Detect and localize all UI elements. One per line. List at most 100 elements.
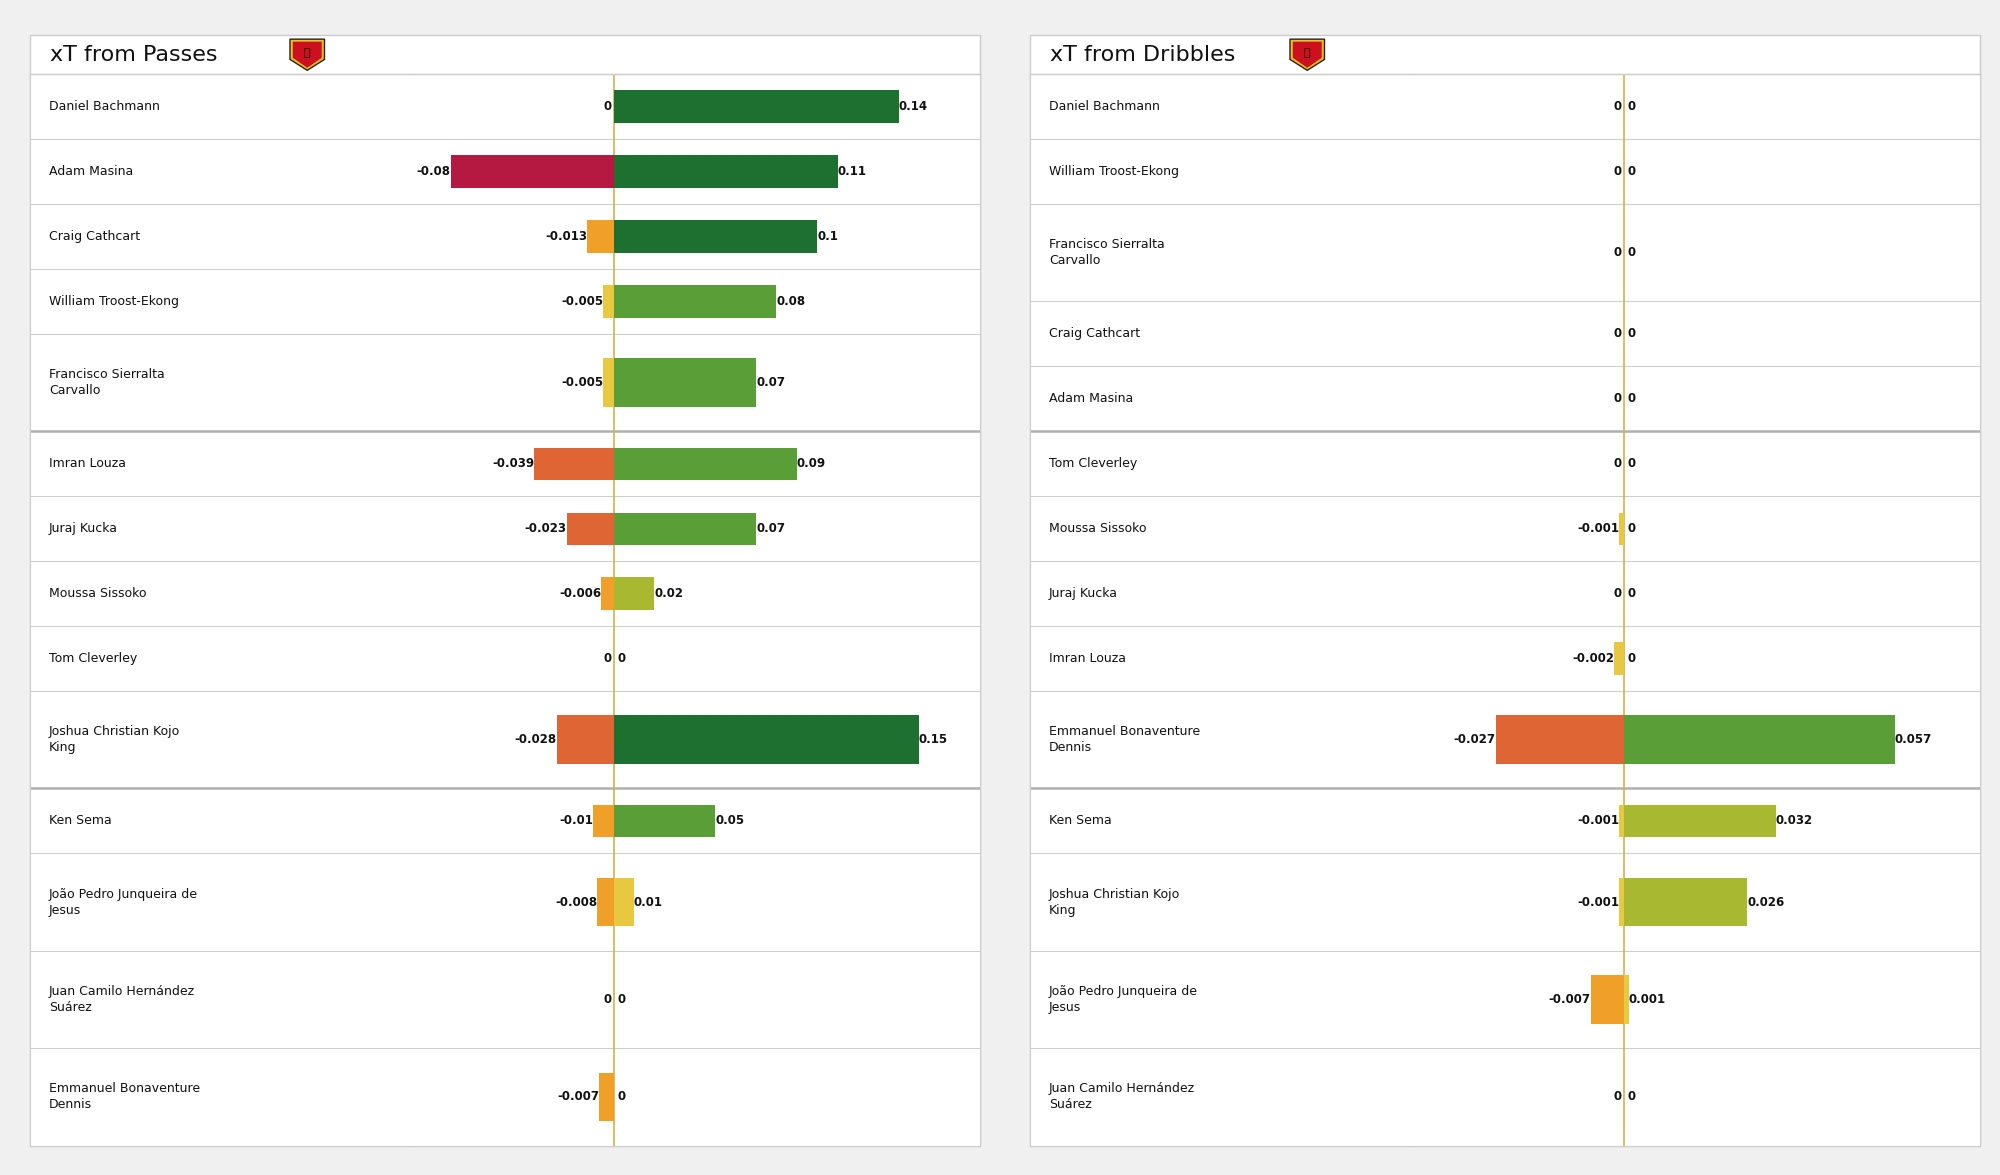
Text: Tom Cleverley: Tom Cleverley [48, 652, 138, 665]
Bar [1624, 805, 1776, 837]
Bar [566, 512, 614, 545]
Text: 0.057: 0.057 [1894, 733, 1932, 746]
Bar [594, 805, 614, 837]
Text: 0.11: 0.11 [838, 166, 866, 179]
Bar [1624, 878, 1748, 926]
Text: -0.006: -0.006 [560, 588, 602, 600]
Bar [1624, 975, 1628, 1023]
Text: Imran Louza: Imran Louza [1048, 652, 1126, 665]
Text: Craig Cathcart: Craig Cathcart [1048, 328, 1140, 341]
Text: -0.028: -0.028 [514, 733, 556, 746]
Text: 0.14: 0.14 [898, 100, 928, 113]
Text: 0.01: 0.01 [634, 895, 662, 908]
Text: Emmanuel Bonaventure
Dennis: Emmanuel Bonaventure Dennis [1048, 725, 1200, 754]
Text: -0.001: -0.001 [1578, 814, 1620, 827]
Bar [600, 1073, 614, 1121]
Text: Daniel Bachmann: Daniel Bachmann [1048, 100, 1160, 113]
Text: Ken Sema: Ken Sema [48, 814, 112, 827]
Text: Joshua Christian Kojo
King: Joshua Christian Kojo King [48, 725, 180, 754]
Bar [556, 716, 614, 764]
Text: 0: 0 [1628, 652, 1636, 665]
Text: -0.023: -0.023 [524, 522, 566, 536]
Text: 0: 0 [1628, 1090, 1636, 1103]
Text: -0.008: -0.008 [556, 895, 598, 908]
Text: Tom Cleverley: Tom Cleverley [1048, 457, 1138, 470]
Text: Francisco Sierralta
Carvallo: Francisco Sierralta Carvallo [1048, 239, 1164, 267]
Bar [602, 577, 614, 610]
Text: João Pedro Junqueira de
Jesus: João Pedro Junqueira de Jesus [48, 887, 198, 916]
Bar [614, 286, 776, 317]
Text: 0: 0 [1628, 457, 1636, 470]
Text: Ken Sema: Ken Sema [1048, 814, 1112, 827]
Text: 0.1: 0.1 [818, 230, 838, 243]
Text: 0.07: 0.07 [756, 522, 786, 536]
Bar [614, 805, 716, 837]
Text: Daniel Bachmann: Daniel Bachmann [48, 100, 160, 113]
Text: -0.005: -0.005 [562, 376, 604, 389]
Bar [534, 448, 614, 481]
Text: 0: 0 [1614, 1090, 1622, 1103]
Text: -0.001: -0.001 [1578, 895, 1620, 908]
Bar [614, 716, 918, 764]
Text: Emmanuel Bonaventure
Dennis: Emmanuel Bonaventure Dennis [48, 1082, 200, 1112]
Bar [614, 90, 898, 123]
Text: 0.001: 0.001 [1628, 993, 1666, 1006]
Bar [588, 220, 614, 253]
Text: 0.09: 0.09 [796, 457, 826, 470]
Text: 0: 0 [1628, 522, 1636, 536]
Text: João Pedro Junqueira de
Jesus: João Pedro Junqueira de Jesus [1048, 985, 1198, 1014]
Text: 0: 0 [1614, 588, 1622, 600]
Text: 0.07: 0.07 [756, 376, 786, 389]
Text: -0.001: -0.001 [1578, 522, 1620, 536]
Text: 0: 0 [1614, 328, 1622, 341]
Bar [1614, 643, 1624, 674]
Bar [1620, 805, 1624, 837]
Text: 0: 0 [1628, 392, 1636, 405]
Text: Moussa Sissoko: Moussa Sissoko [1048, 522, 1146, 536]
Bar [614, 512, 756, 545]
Bar [1624, 716, 1894, 764]
Text: 0.15: 0.15 [918, 733, 948, 746]
Text: 0: 0 [1614, 392, 1622, 405]
Bar [1590, 975, 1624, 1023]
Text: -0.01: -0.01 [560, 814, 594, 827]
Text: 🐝: 🐝 [304, 48, 310, 59]
Bar [614, 220, 818, 253]
Text: -0.013: -0.013 [546, 230, 588, 243]
Text: Adam Masina: Adam Masina [48, 166, 134, 179]
Text: Juraj Kucka: Juraj Kucka [48, 522, 118, 536]
Text: -0.007: -0.007 [1548, 993, 1590, 1006]
Bar [1620, 878, 1624, 926]
Text: xT from Dribbles: xT from Dribbles [1050, 45, 1236, 65]
Text: 0: 0 [1628, 328, 1636, 341]
Text: 0.032: 0.032 [1776, 814, 1812, 827]
Bar [1620, 512, 1624, 545]
Text: William Troost-Ekong: William Troost-Ekong [48, 295, 180, 308]
Bar [604, 358, 614, 407]
Text: 🐝: 🐝 [1304, 48, 1310, 59]
Text: 0: 0 [618, 652, 626, 665]
Text: 0: 0 [604, 652, 612, 665]
Text: William Troost-Ekong: William Troost-Ekong [1048, 166, 1180, 179]
Text: 0: 0 [618, 993, 626, 1006]
Text: 0.08: 0.08 [776, 295, 806, 308]
Text: 0: 0 [1614, 166, 1622, 179]
Bar [1496, 716, 1624, 764]
Text: Craig Cathcart: Craig Cathcart [48, 230, 140, 243]
Text: Juan Camilo Hernández
Suárez: Juan Camilo Hernández Suárez [48, 985, 196, 1014]
Bar [614, 155, 838, 188]
Text: Juan Camilo Hernández
Suárez: Juan Camilo Hernández Suárez [1048, 1082, 1196, 1112]
Bar [614, 577, 654, 610]
Text: 0: 0 [618, 1090, 626, 1103]
Bar [614, 878, 634, 926]
Text: 0: 0 [604, 993, 612, 1006]
Text: 0.026: 0.026 [1748, 895, 1784, 908]
Bar [450, 155, 614, 188]
Text: Juraj Kucka: Juraj Kucka [1048, 588, 1118, 600]
Text: Imran Louza: Imran Louza [48, 457, 126, 470]
Bar [604, 286, 614, 317]
Text: -0.039: -0.039 [492, 457, 534, 470]
Text: Francisco Sierralta
Carvallo: Francisco Sierralta Carvallo [48, 368, 164, 397]
Text: -0.002: -0.002 [1572, 652, 1614, 665]
Bar [614, 358, 756, 407]
